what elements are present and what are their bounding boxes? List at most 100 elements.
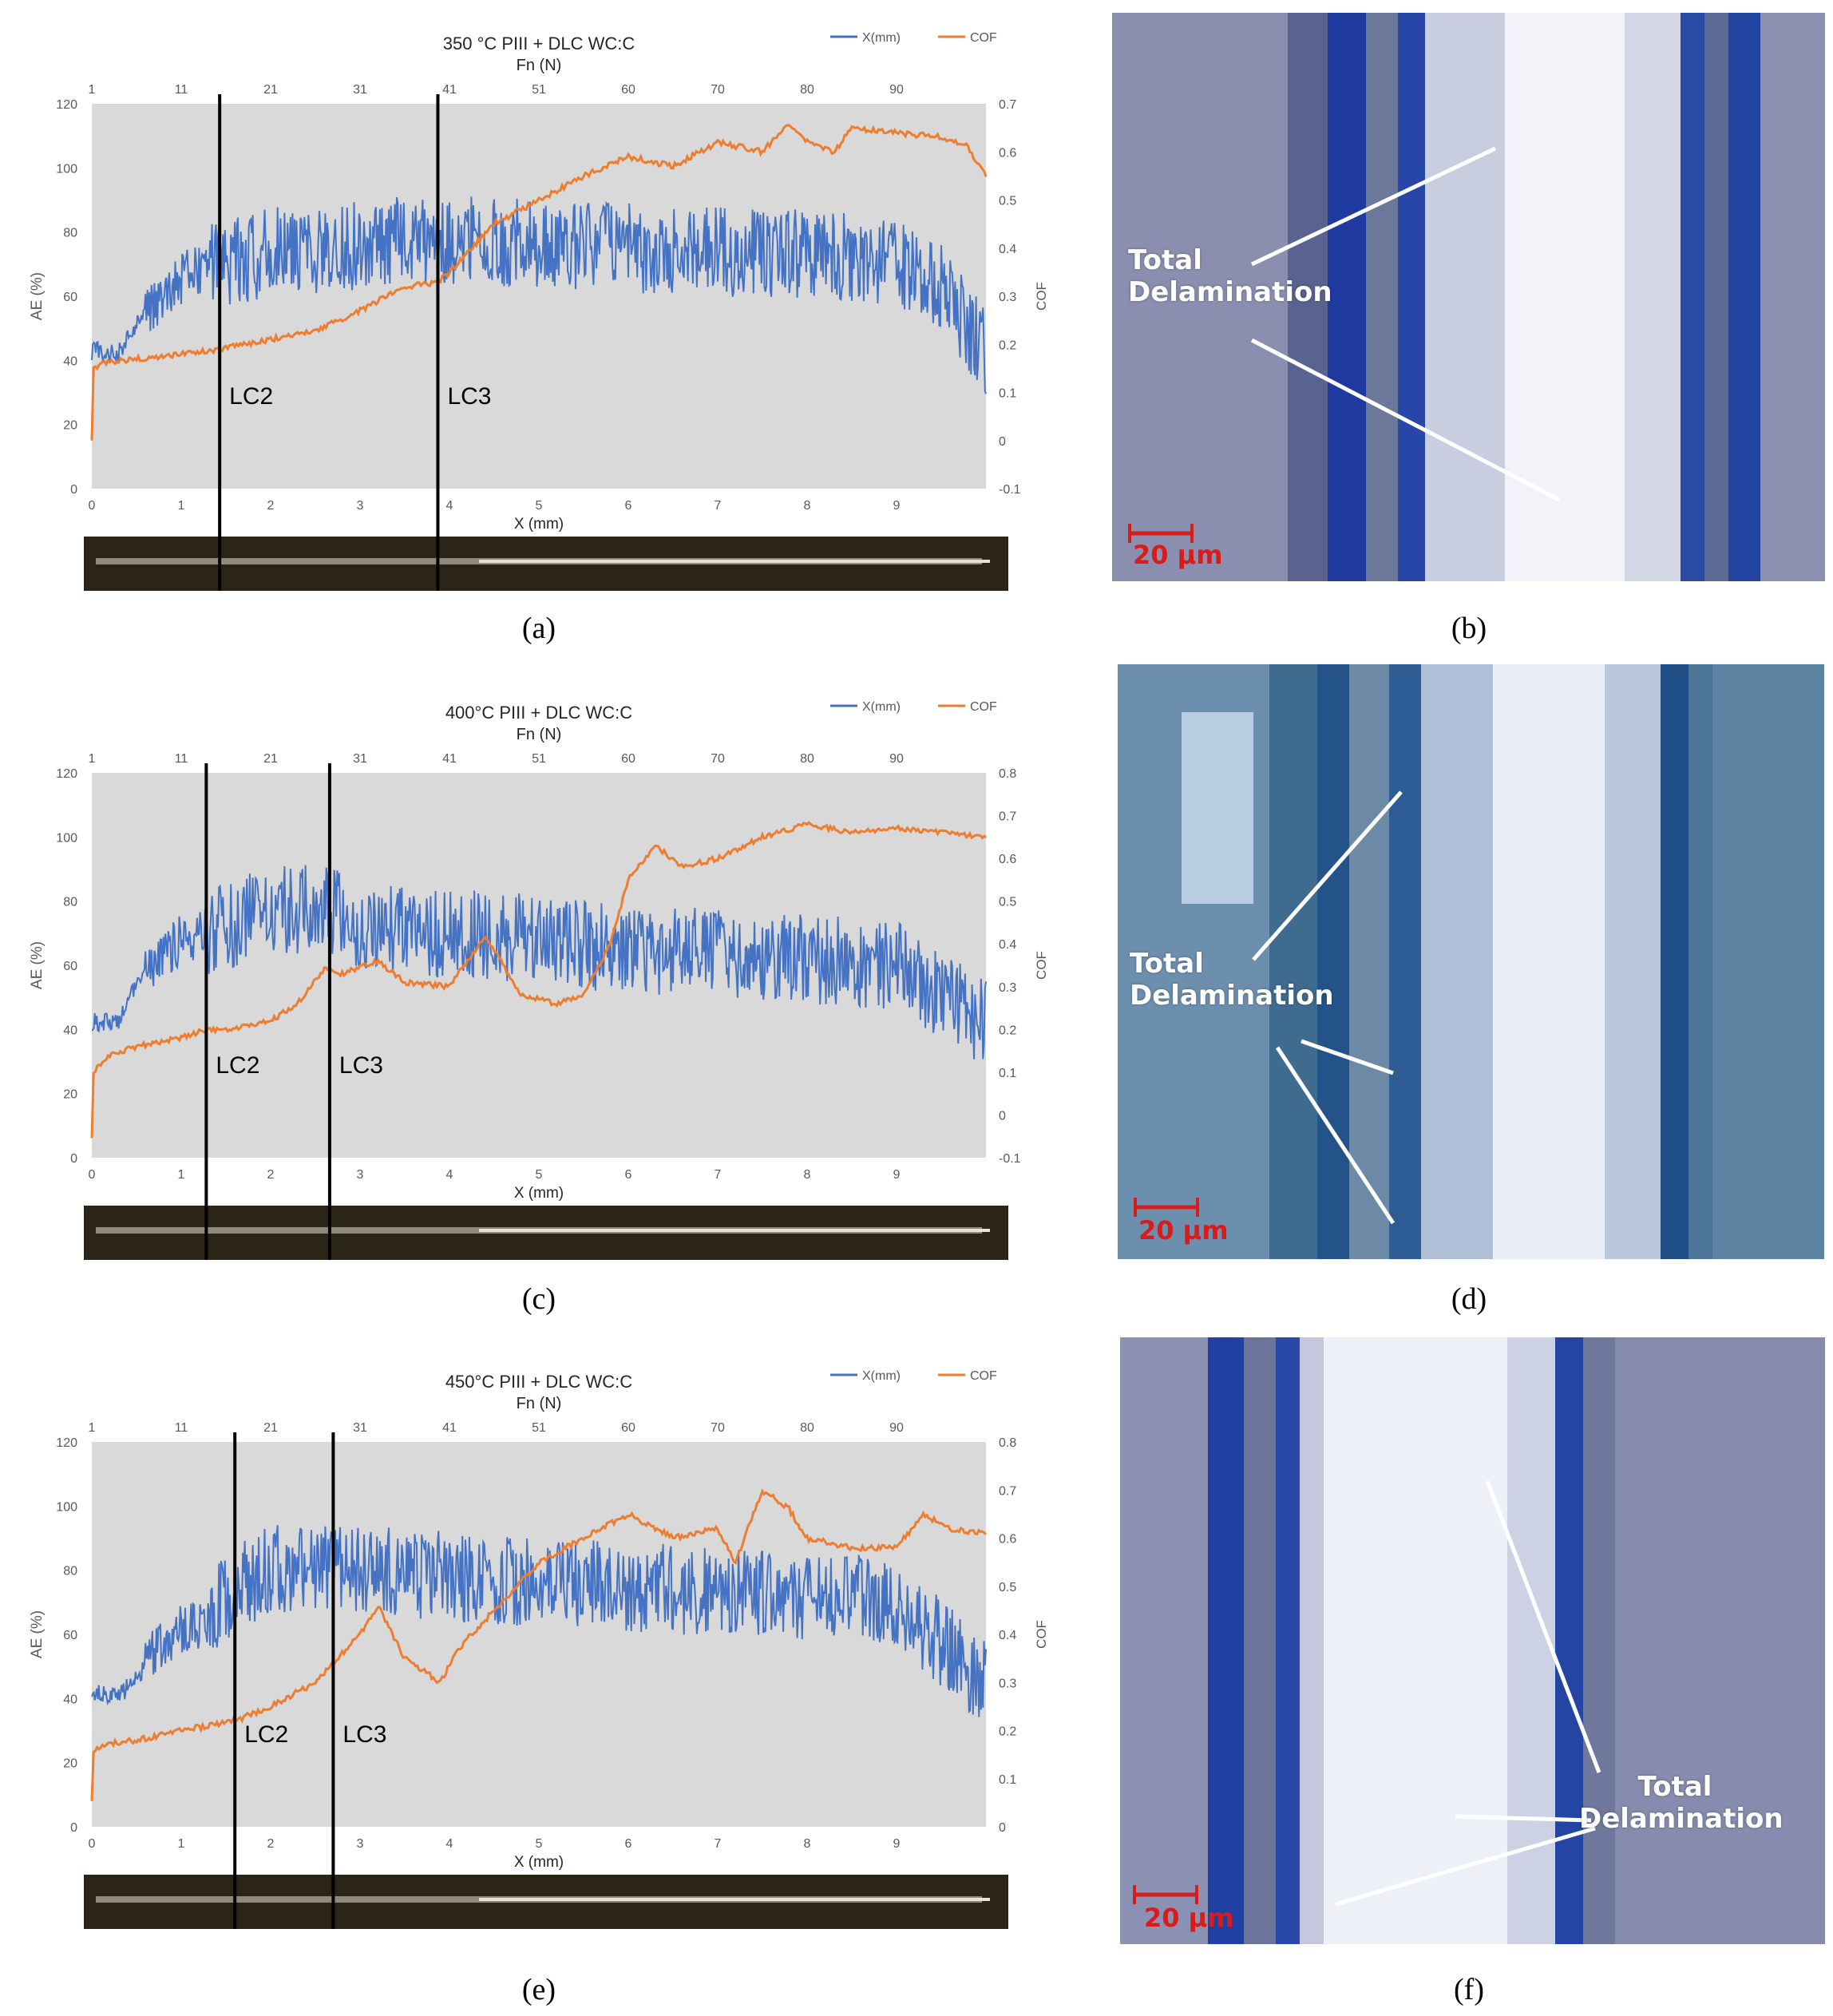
scale-bar-label-d: 20 μm [1138,1215,1229,1246]
critical-load-label-lc2: LC2 [229,383,273,410]
series-line-cof [90,1488,987,1801]
y-tick-label: 60 [63,1629,77,1642]
y-tick-label: 80 [63,227,77,240]
plot-area [92,104,986,489]
y2-tick-label: 0 [999,1109,1006,1123]
y2-tick-label: 0.3 [999,291,1016,304]
y2-tick-label: 0.1 [999,1773,1016,1787]
top-tick-label: 31 [353,83,367,97]
y2-tick-label: -0.1 [999,483,1021,497]
x-tick-label: 3 [357,499,364,513]
series-line-ae [91,196,987,394]
x-tick-label: 8 [804,1168,811,1182]
y2-tick-label: 0 [999,1821,1006,1835]
y-tick-label: 100 [56,1500,77,1514]
y-tick-label: 120 [56,98,77,112]
y-tick-label: 0 [70,1821,77,1835]
x-tick-label: 5 [536,1837,543,1851]
y2-tick-label: 0.2 [999,1725,1016,1739]
x-tick-label: 2 [267,1168,275,1182]
top-tick-label: 80 [800,83,814,97]
x-tick-label: 2 [267,499,275,513]
x-tick-label: 7 [715,1168,722,1182]
top-tick-label: 70 [711,1421,725,1435]
micrograph-b-image [1112,13,1825,581]
caption-d: (d) [1451,1282,1487,1316]
top-tick-label: 1 [89,83,96,97]
top-tick-label: 70 [711,83,725,97]
chart-title: 450°C PIII + DLC WC:C [445,1372,632,1392]
series-line-ae [91,1525,987,1717]
critical-load-label-lc3: LC3 [342,1721,386,1748]
legend-label-ae: X(mm) [862,700,901,714]
y2-axis-label: COF [1034,1620,1049,1649]
chart-title: 350 °C PIII + DLC WC:C [443,34,635,53]
y2-tick-label: 0.5 [999,195,1016,208]
x-axis-label: X (mm) [514,1185,564,1202]
x-tick-label: 6 [625,499,632,513]
scratch-track-shine [479,560,990,563]
chart-panel-e: 450°C PIII + DLC WC:C Fn (N) 1 11 21 31 41 51 60… [0,1338,1049,1945]
chart-panel-c: 400°C PIII + DLC WC:C Fn (N) 1 11 21 31 41 51 60… [0,669,1049,1276]
y2-tick-label: 0.1 [999,1067,1016,1080]
x-tick-label: 2 [267,1837,275,1851]
x-tick-label: 7 [715,1837,722,1851]
y2-tick-label: 0.5 [999,1581,1016,1594]
x-tick-label: 6 [625,1837,632,1851]
x-tick-label: 1 [178,1168,185,1182]
y2-tick-label: 0.4 [999,938,1016,952]
x-tick-label: 9 [893,1837,901,1851]
x-tick-label: 0 [89,1168,96,1182]
top-tick-label: 21 [263,752,278,766]
top-axis-label: Fn (N) [517,57,562,74]
x-axis-label: X (mm) [514,516,564,533]
x-tick-label: 7 [715,499,722,513]
caption-f: (f) [1454,1973,1484,2006]
y-tick-label: 60 [63,291,77,304]
micrograph-d-image [1118,664,1824,1259]
x-tick-label: 8 [804,499,811,513]
y2-tick-label: 0.7 [999,98,1016,112]
plot-area [92,1442,986,1827]
y-tick-label: 40 [63,1024,77,1037]
x-tick-label: 8 [804,1837,811,1851]
top-tick-label: 1 [89,1421,96,1435]
top-axis-label: Fn (N) [517,1395,562,1412]
y2-axis-label: COF [1034,951,1049,980]
x-tick-label: 5 [536,1168,543,1182]
y-tick-label: 40 [63,354,77,368]
scratch-track-shine [479,1229,990,1232]
critical-load-label-lc3: LC3 [339,1052,383,1079]
y-tick-label: 100 [56,162,77,176]
scale-bar-label-b: 20 μm [1133,540,1223,570]
x-tick-label: 1 [178,1837,185,1851]
top-tick-label: 21 [263,83,278,97]
top-tick-label: 60 [621,83,635,97]
top-tick-label: 41 [442,752,457,766]
critical-load-label-lc2: LC2 [216,1052,259,1079]
y2-tick-label: 0.7 [999,810,1016,824]
y2-tick-label: -0.1 [999,1152,1021,1166]
y-tick-label: 20 [63,1757,77,1771]
caption-b: (b) [1451,612,1487,645]
y2-tick-label: 0.6 [999,146,1016,160]
y-tick-label: 80 [63,896,77,909]
top-tick-label: 31 [353,752,367,766]
delamination-label-b: Total Delamination [1128,244,1332,308]
top-tick-label: 51 [532,83,546,97]
y-tick-label: 100 [56,831,77,845]
top-tick-label: 60 [621,1421,635,1435]
x-tick-label: 3 [357,1837,364,1851]
y2-tick-label: 0.2 [999,339,1016,352]
top-tick-label: 70 [711,752,725,766]
y-tick-label: 0 [70,483,77,497]
y2-tick-label: 0.1 [999,387,1016,401]
y2-tick-label: 0.8 [999,767,1016,781]
scratch-track-shine [479,1898,990,1901]
scale-bar-label-f: 20 μm [1144,1903,1234,1933]
y2-tick-label: 0.7 [999,1484,1016,1498]
y-tick-label: 80 [63,1565,77,1578]
y2-tick-label: 0.2 [999,1024,1016,1037]
top-tick-label: 11 [175,1421,188,1435]
top-tick-label: 80 [800,1421,814,1435]
